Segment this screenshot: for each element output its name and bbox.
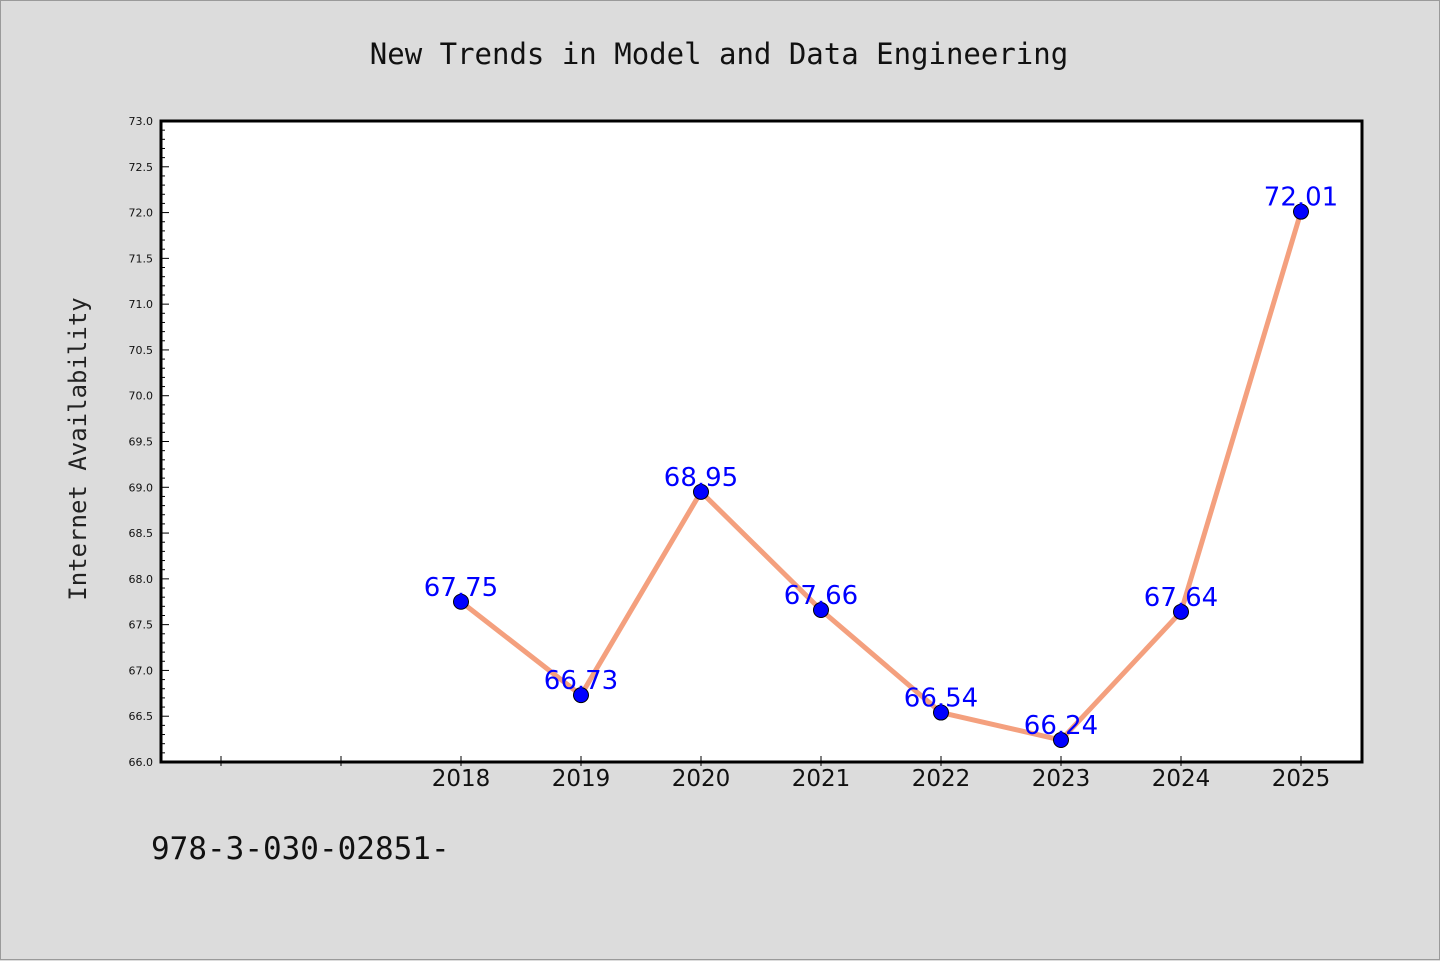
y-tick-label: 66.0 [129,756,154,769]
data-point [693,483,709,500]
series-markers [453,203,1309,749]
x-axis: 2018 2019 2020 2021 2022 2023 2024 2025 [220,756,1331,792]
series-polyline [458,209,1304,743]
y-tick-label: 71.0 [129,298,154,311]
x-tick-label: 2019 [552,766,611,792]
data-point [1053,732,1069,749]
y-tick-label: 67.0 [129,664,154,677]
y-tick-label: 69.5 [129,436,154,449]
x-tick-label: 2022 [912,766,971,792]
data-labels: 67.75 66.73 68.95 67.66 66.54 66.24 67.64 72.01 [424,183,1338,741]
data-label: 67.64 [1144,583,1218,613]
plot-area [159,119,1364,764]
y-tick-label: 70.0 [129,390,154,403]
x-tick-label: 2021 [792,766,851,792]
footer-text: 978-3-030-02851- [151,831,450,867]
y-tick-label: 73.0 [129,115,154,128]
x-tick-label: 2024 [1152,766,1211,792]
x-tick-label: 2018 [432,766,491,792]
x-tick-label: 2023 [1032,766,1091,792]
data-point [1293,203,1309,220]
series-line [458,209,1304,743]
data-label: 66.24 [1024,711,1098,741]
y-tick-label: 71.5 [129,252,154,265]
y-tick-label: 72.0 [129,207,154,220]
data-label: 67.66 [784,581,858,611]
y-tick-label: 68.0 [129,573,154,586]
y-tick-label: 68.5 [129,527,154,540]
y-tick-label: 67.5 [129,619,154,632]
y-axis-label: Internet Availability [64,297,92,600]
x-tick-label: 2025 [1272,766,1331,792]
data-point [453,593,469,610]
data-point [933,704,949,721]
data-point [1173,603,1189,620]
y-tick-label: 66.5 [129,710,154,723]
y-tick-label: 69.0 [129,481,154,494]
y-tick-label: 72.5 [129,161,154,174]
data-label: 68.95 [664,463,738,493]
data-label: 66.54 [904,684,978,714]
data-label: 72.01 [1264,183,1338,213]
x-tick-label: 2020 [672,766,731,792]
data-point [813,601,829,618]
data-point [573,687,589,704]
y-axis: 66.0 66.5 67.0 67.5 68.0 68.5 69.0 69.5 70.0 70.5… [129,115,169,769]
data-label: 67.75 [424,573,498,603]
chart-title: New Trends in Model and Data Engineering [370,37,1068,71]
y-tick-label: 70.5 [129,344,154,357]
data-label: 66.73 [544,666,618,696]
